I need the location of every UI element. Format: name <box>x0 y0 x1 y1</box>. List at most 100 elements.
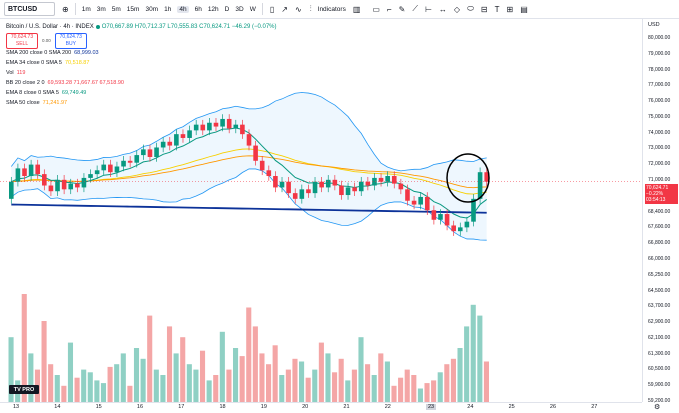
interval-d[interactable]: D <box>224 5 230 13</box>
market-status-icon <box>95 25 100 29</box>
rectangle-tool-icon[interactable]: ▭ <box>372 4 380 14</box>
price-axis[interactable]: 80,000.00 79,000.00 78,000.00 77,000.00 76,0… <box>642 19 679 404</box>
sell-button[interactable]: 70,624.73 SELL <box>6 33 38 49</box>
trend-line-icon[interactable]: ⟋ <box>412 4 418 13</box>
candle-body <box>438 214 443 220</box>
brush-tool-icon[interactable]: ✎ <box>398 4 406 14</box>
indicator-ema34[interactable]: EMA 34 close 0 SMA 5 70,518.87 <box>6 59 277 69</box>
interval-4h[interactable]: 4h <box>177 5 189 13</box>
time-axis[interactable]: 13 14 15 16 17 18 19 20 21 22 23 24 25 26 27 <box>0 402 642 413</box>
symbol-search[interactable]: BTCUSD <box>4 2 55 16</box>
candle-body <box>160 141 166 148</box>
indicator-bb[interactable]: BB 20 close 2 0 69,593.28 71,667.67 67,5… <box>6 79 277 89</box>
volume-bar <box>266 364 272 402</box>
price-axis-label: 64,500.00 <box>648 287 671 294</box>
shape-tool-icon[interactable]: ◇ <box>453 4 461 14</box>
candle-body <box>42 174 47 186</box>
candle-body <box>240 124 245 135</box>
chart-type-icon[interactable]: ▯ <box>269 4 275 14</box>
candle-body <box>127 160 133 163</box>
indicator-label: Vol <box>6 70 14 77</box>
volume-bar <box>259 353 265 402</box>
volume-bar <box>54 375 60 402</box>
indicator-value: 69,593.28 71,667.67 67,518.90 <box>47 80 124 87</box>
volume-bar <box>332 372 338 402</box>
candle-body <box>464 221 470 228</box>
interval-1h[interactable]: 1h <box>164 5 172 13</box>
ruler-tool-icon[interactable]: ⊟ <box>480 4 488 14</box>
candle-body <box>88 174 93 178</box>
time-axis-label: 26 <box>549 404 557 410</box>
volume-bar <box>173 353 179 402</box>
volume-bar <box>437 372 443 402</box>
volume-bar <box>365 364 371 402</box>
volume-bar <box>318 342 324 402</box>
buy-label: BUY <box>65 41 76 47</box>
measure-tool-icon[interactable]: ⬭ <box>467 4 474 13</box>
candle-body <box>385 176 390 182</box>
indicator-label: SMA 200 close 0 SMA 200 <box>6 50 72 57</box>
time-axis-label: 19 <box>260 404 267 410</box>
indicator-ema8[interactable]: EMA 8 close 0 SMA 5 69,749.49 <box>6 89 277 99</box>
interval-3m[interactable]: 3m <box>96 5 106 13</box>
candle-body <box>378 177 384 182</box>
interval-30m[interactable]: 30m <box>145 5 159 13</box>
volume-bar <box>246 307 252 402</box>
arrow-tool-icon[interactable]: ↔ <box>438 4 447 14</box>
time-axis-label: 20 <box>302 404 309 410</box>
price-chart[interactable] <box>0 19 642 402</box>
volume-bar <box>483 361 489 402</box>
add-symbol-icon[interactable]: ⊕ <box>62 4 69 14</box>
candle-body <box>68 183 74 190</box>
interval-15m[interactable]: 15m <box>126 5 140 13</box>
indicator-label: EMA 8 close 0 SMA 5 <box>6 90 59 97</box>
candle-body <box>279 181 285 188</box>
price-axis-label: 76,000.00 <box>648 98 671 105</box>
indicator-sma50[interactable]: SMA 50 close 71,241.97 <box>6 99 277 109</box>
text-tool-icon[interactable]: T <box>494 4 500 14</box>
price-axis-label: 62,100.00 <box>648 334 671 341</box>
volume-bar <box>305 377 311 402</box>
tradingview-logo: TV PRO <box>9 385 39 394</box>
hline-tool-icon[interactable]: ⊢ <box>424 4 432 14</box>
grid-tool-icon[interactable]: ⊞ <box>506 4 514 14</box>
indicators-icon[interactable]: ⫶ <box>309 4 312 13</box>
buy-button[interactable]: 70,624.73 BUY <box>54 33 87 49</box>
indicator-sma200[interactable]: SMA 200 close 0 SMA 200 68,999.03 <box>6 49 277 59</box>
candle-body <box>226 118 232 129</box>
volume-bar <box>345 380 351 402</box>
volume-bar <box>404 369 410 402</box>
currency-label[interactable]: USD <box>648 22 660 28</box>
interval-3d[interactable]: 3D <box>235 5 244 13</box>
candle-body <box>424 196 430 211</box>
volume-bar <box>285 369 291 402</box>
compare-icon[interactable]: ∿ <box>294 4 302 14</box>
line-chart-icon[interactable]: ↗ <box>281 4 288 14</box>
volume-bar <box>391 385 397 402</box>
more-tools-icon[interactable]: ▤ <box>520 4 528 14</box>
volume-bar <box>226 369 232 402</box>
volume-bar <box>272 345 278 402</box>
interval-w[interactable]: W <box>249 5 256 13</box>
interval-12h[interactable]: 12h <box>207 5 219 13</box>
candle-body <box>193 124 199 131</box>
price-axis-label: 59,200.00 <box>648 398 671 404</box>
interval-5m[interactable]: 5m <box>111 5 121 13</box>
volume-bar <box>325 353 331 402</box>
volume-bar <box>120 353 126 402</box>
settings-gear-icon[interactable]: ⚙ <box>654 404 661 411</box>
indicators-button[interactable]: Indicators <box>317 5 346 13</box>
candle-body <box>187 130 192 138</box>
candle-body <box>167 141 173 146</box>
candle-body <box>457 227 463 232</box>
layout-icon[interactable]: ▥ <box>352 4 361 14</box>
chart-legend: Bitcoin / U.S. Dollar · 4h · INDEX O70,6… <box>6 22 277 109</box>
indicator-volume[interactable]: Vol 119 <box>6 69 277 79</box>
path-tool-icon[interactable]: ⌐ <box>386 4 392 14</box>
interval-1m[interactable]: 1m <box>81 5 91 13</box>
chart-area[interactable] <box>0 19 642 402</box>
indicator-value: 70,518.87 <box>64 60 90 67</box>
candle-body <box>55 179 60 192</box>
time-axis-label: 23 <box>426 404 437 410</box>
interval-6h[interactable]: 6h <box>194 5 202 13</box>
